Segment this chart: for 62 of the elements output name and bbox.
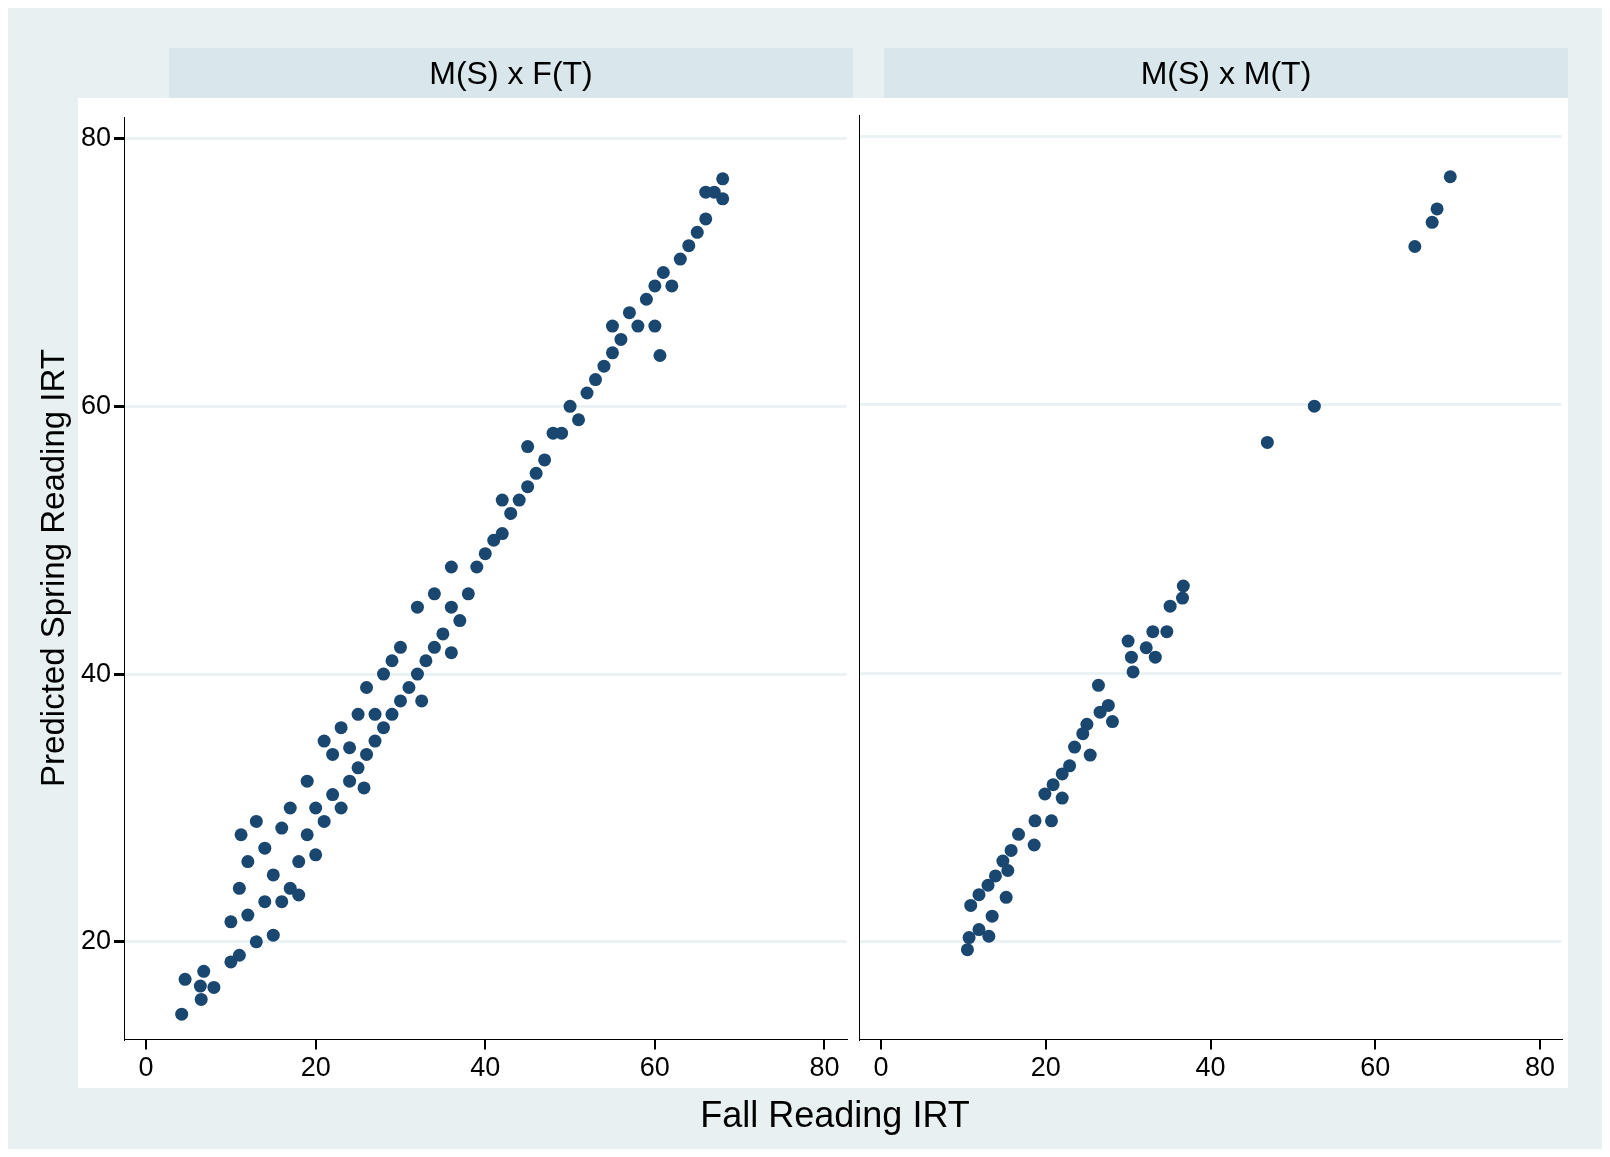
point <box>1076 727 1090 741</box>
x-axis-title: Fall Reading IRT <box>699 1094 971 1136</box>
point <box>1083 748 1097 762</box>
point <box>981 878 995 892</box>
x-tick-label: 20 <box>1030 1052 1061 1083</box>
point <box>1105 715 1119 729</box>
point <box>1027 838 1041 852</box>
x-tick-label: 40 <box>1195 1052 1226 1083</box>
point <box>1175 591 1189 605</box>
point <box>1055 767 1069 781</box>
point <box>962 931 976 945</box>
point <box>1046 778 1060 792</box>
point <box>1148 650 1162 664</box>
point <box>1408 240 1422 254</box>
x-tick-label: 0 <box>138 1052 154 1083</box>
point <box>1091 678 1105 692</box>
point <box>1121 634 1135 648</box>
point <box>1004 843 1018 857</box>
x-tick-label: 80 <box>1525 1052 1556 1083</box>
point <box>972 923 986 937</box>
x-tick-label: 20 <box>300 1052 331 1083</box>
point <box>1139 641 1153 655</box>
y-tick-label: 20 <box>80 925 112 956</box>
point <box>1068 740 1082 754</box>
point <box>1160 625 1174 639</box>
point <box>972 888 986 902</box>
chart-title: M(S) x M(T) <box>884 48 1568 98</box>
point <box>1176 579 1190 593</box>
point <box>999 890 1013 904</box>
point <box>1430 202 1444 216</box>
x-tick-label: 0 <box>873 1052 889 1083</box>
point <box>1260 435 1274 449</box>
point <box>988 869 1002 883</box>
point <box>982 929 996 943</box>
point <box>1063 759 1077 773</box>
point <box>960 943 974 957</box>
y-axis-title: Predicted Spring Reading IRT <box>34 349 72 787</box>
x-tick-label: 60 <box>1360 1052 1391 1083</box>
point <box>1038 787 1052 801</box>
x-tick-label: 60 <box>639 1052 670 1083</box>
point <box>1307 399 1321 413</box>
x-tick-label: 80 <box>809 1052 840 1083</box>
y-tick-label: 40 <box>80 657 112 688</box>
point <box>1093 705 1107 719</box>
y-tick-label: 80 <box>80 122 112 153</box>
point <box>1126 665 1140 679</box>
x-tick-label: 40 <box>470 1052 501 1083</box>
chart-title: M(S) x F(T) <box>169 48 853 98</box>
point <box>1425 215 1439 229</box>
point <box>1443 170 1457 184</box>
point <box>1101 698 1115 712</box>
point <box>1001 864 1015 878</box>
point <box>1055 791 1069 805</box>
point <box>1028 814 1042 828</box>
y-tick-label: 60 <box>80 389 112 420</box>
point <box>964 898 978 912</box>
point <box>1124 650 1138 664</box>
point <box>1012 827 1026 841</box>
point <box>1044 814 1058 828</box>
point <box>1146 625 1160 639</box>
point <box>985 909 999 923</box>
point <box>1163 599 1177 613</box>
